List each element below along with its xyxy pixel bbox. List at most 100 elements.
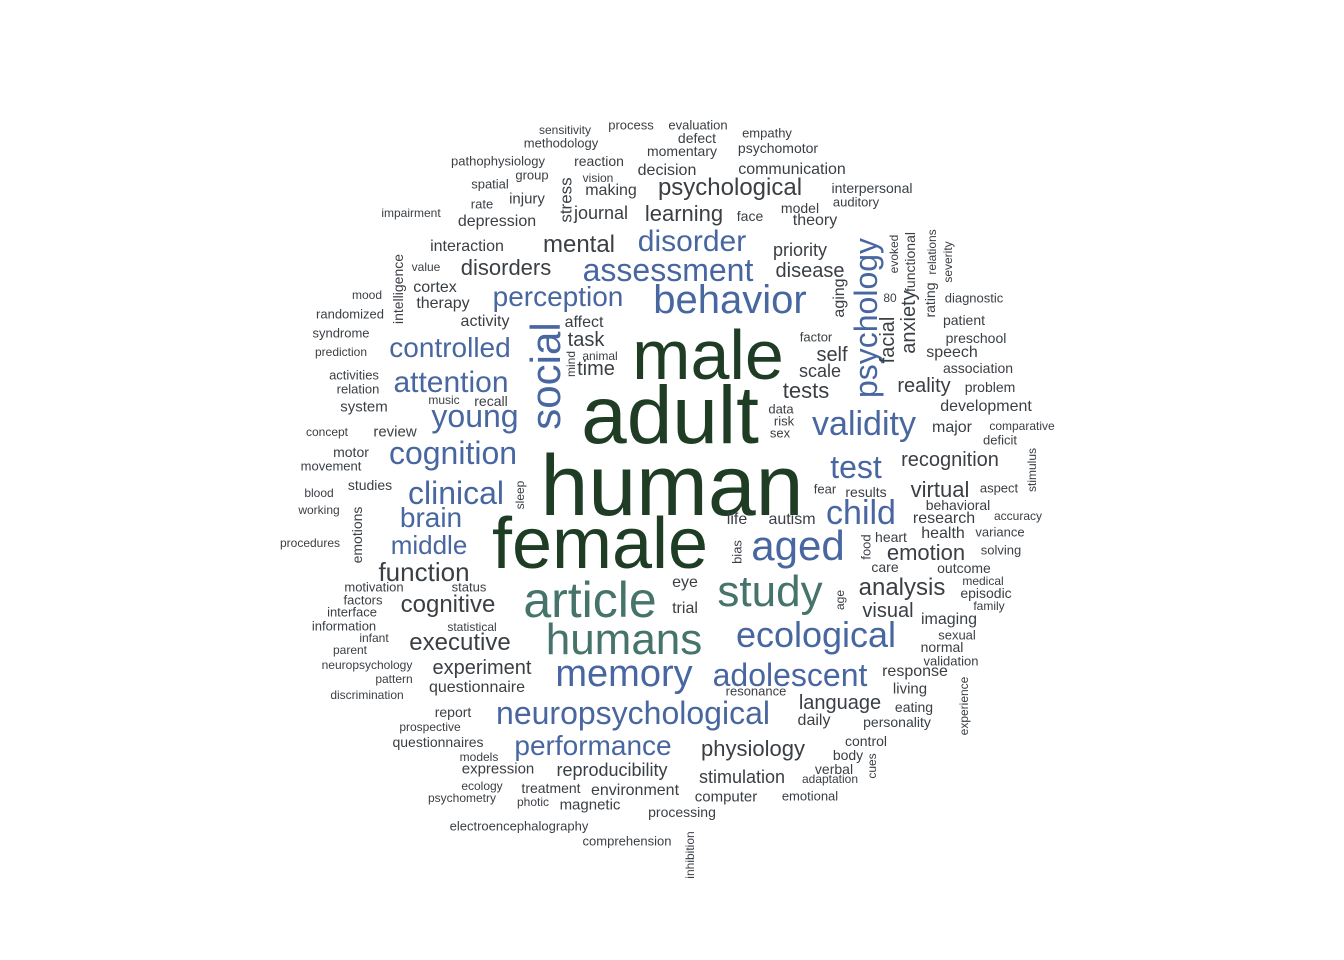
word-blood: blood bbox=[304, 486, 334, 500]
word-review: review bbox=[373, 423, 417, 441]
word-response: response bbox=[882, 663, 948, 680]
word-cortex: cortex bbox=[413, 279, 457, 296]
word-interface: interface bbox=[327, 604, 377, 620]
word-stress: stress bbox=[556, 177, 576, 223]
word-male: male bbox=[632, 316, 784, 394]
word-interpersonal: interpersonal bbox=[831, 180, 913, 196]
word-episodic: episodic bbox=[960, 585, 1012, 601]
word-functional: functional bbox=[902, 232, 918, 292]
word-cognition: cognition bbox=[388, 435, 518, 471]
word-therapy: therapy bbox=[416, 295, 470, 312]
word-motor: motor bbox=[333, 444, 369, 460]
word-emotional: emotional bbox=[781, 788, 839, 804]
word-scale: scale bbox=[798, 361, 842, 381]
word-interaction: interaction bbox=[430, 238, 504, 255]
word-depression: depression bbox=[457, 213, 537, 230]
word-experience: experience bbox=[957, 676, 971, 736]
word-disorders: disorders bbox=[460, 255, 552, 280]
word-priority: priority bbox=[772, 240, 828, 260]
word-verbal: verbal bbox=[814, 761, 854, 777]
word-social: social bbox=[522, 322, 569, 430]
word-eating: eating bbox=[894, 699, 934, 715]
word-aged: aged bbox=[751, 522, 845, 569]
word-fear: fear bbox=[813, 481, 837, 497]
word-pathophysiology: pathophysiology bbox=[451, 153, 545, 169]
word-emotions: emotions bbox=[349, 506, 365, 564]
word-test: test bbox=[830, 449, 882, 485]
word-information: information bbox=[311, 618, 377, 634]
word-psychometry: psychometry bbox=[427, 791, 497, 805]
word-factor: factor bbox=[799, 329, 833, 345]
word-speech: speech bbox=[926, 344, 978, 361]
word-inhibition: inhibition bbox=[683, 831, 697, 879]
word-mood: mood bbox=[351, 288, 383, 302]
word-photic: photic bbox=[516, 795, 550, 809]
word-association: association bbox=[942, 360, 1014, 376]
word-studies: studies bbox=[347, 477, 393, 493]
word-brain: brain bbox=[399, 502, 463, 533]
word-parent: parent bbox=[332, 643, 368, 657]
word-spatial: spatial bbox=[471, 176, 509, 192]
word-imaging: imaging bbox=[920, 611, 978, 628]
word-emotion: emotion bbox=[886, 540, 966, 565]
word-reaction: reaction bbox=[574, 153, 624, 169]
word-comprehension: comprehension bbox=[582, 833, 672, 849]
word-anxiety: anxiety bbox=[898, 290, 920, 354]
word-function: function bbox=[378, 557, 470, 587]
word-validity: validity bbox=[812, 405, 916, 443]
word-learning: learning bbox=[644, 201, 724, 226]
word-patient: patient bbox=[942, 312, 986, 328]
word-clinical: clinical bbox=[407, 475, 505, 511]
word-experiment: experiment bbox=[432, 657, 532, 679]
word-tests: tests bbox=[782, 378, 830, 403]
word-behavioral: behavioral bbox=[925, 497, 991, 513]
word-performance: performance bbox=[514, 730, 672, 761]
word-analysis: analysis bbox=[858, 574, 946, 601]
word-daily: daily bbox=[797, 712, 831, 729]
word-questionnaires: questionnaires bbox=[392, 734, 484, 750]
word-80: 80 bbox=[883, 291, 897, 305]
word-data: data bbox=[768, 401, 794, 417]
word-reproducibility: reproducibility bbox=[556, 760, 668, 780]
word-child: child bbox=[826, 494, 896, 532]
word-empathy: empathy bbox=[742, 125, 792, 141]
word-methodology: methodology bbox=[523, 135, 599, 151]
word-relation: relation bbox=[336, 381, 380, 397]
word-risk: risk bbox=[773, 413, 795, 429]
word-disease: disease bbox=[775, 260, 845, 282]
word-female: female bbox=[491, 504, 709, 584]
word-relations: relations bbox=[925, 229, 939, 275]
word-motivation: motivation bbox=[344, 579, 404, 595]
word-aging: aging bbox=[831, 278, 848, 318]
word-research: research bbox=[912, 510, 976, 527]
word-model: model bbox=[780, 200, 820, 216]
word-pattern: pattern bbox=[375, 672, 413, 686]
word-activities: activities bbox=[329, 367, 379, 383]
word-questionnaire: questionnaire bbox=[428, 679, 526, 696]
word-journal: journal bbox=[573, 203, 629, 223]
word-problem: problem bbox=[964, 379, 1016, 395]
word-article: article bbox=[523, 572, 657, 628]
word-concept: concept bbox=[305, 425, 349, 439]
word-memory: memory bbox=[555, 653, 693, 695]
word-trial: trial bbox=[672, 600, 698, 617]
word-cues: cues bbox=[865, 753, 879, 779]
word-task: task bbox=[567, 329, 605, 351]
word-group: group bbox=[515, 167, 549, 183]
word-development: development bbox=[940, 398, 1032, 415]
word-comparative: comparative bbox=[989, 419, 1055, 433]
word-stimulation: stimulation bbox=[698, 767, 786, 787]
word-heart: heart bbox=[875, 529, 907, 545]
word-medical: medical bbox=[962, 574, 1004, 588]
word-humans: humans bbox=[545, 615, 703, 664]
word-cognitive: cognitive bbox=[400, 591, 496, 618]
word-perception: perception bbox=[492, 281, 624, 312]
word-impairment: impairment bbox=[381, 206, 441, 220]
word-self: self bbox=[816, 344, 848, 366]
word-variance: variance bbox=[975, 524, 1025, 540]
word-language: language bbox=[798, 692, 882, 714]
word-intelligence: intelligence bbox=[390, 253, 406, 325]
word-process: process bbox=[608, 117, 654, 133]
word-mental: mental bbox=[542, 231, 616, 258]
word-prospective: prospective bbox=[399, 720, 461, 734]
